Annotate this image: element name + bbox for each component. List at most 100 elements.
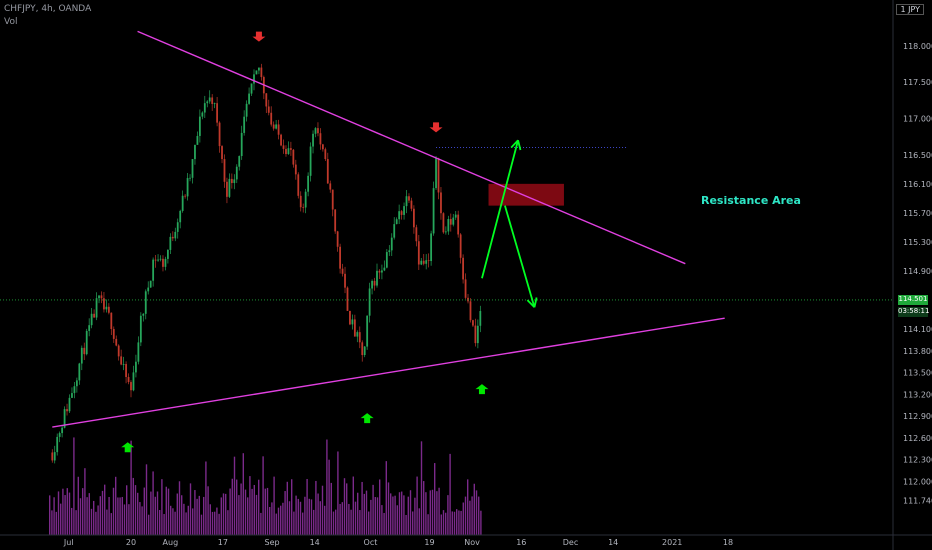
volume-bar — [77, 476, 79, 535]
candle-body — [181, 195, 184, 211]
volume-bar — [326, 439, 328, 535]
volume-bar — [255, 494, 258, 535]
candle-body — [309, 146, 312, 176]
candle-body — [125, 364, 127, 378]
candle-body — [393, 224, 396, 238]
candle-body — [184, 195, 187, 197]
volume-bar — [233, 456, 236, 535]
volume-bar — [275, 513, 277, 535]
volume-bar — [247, 497, 249, 535]
volume-bar — [53, 497, 55, 535]
price-tick-label: 113.200 — [903, 390, 932, 399]
volume-bar — [183, 503, 185, 535]
candle-body — [216, 103, 218, 123]
currency-badge[interactable]: 1 JPY — [896, 4, 924, 15]
volume-bar — [286, 481, 288, 535]
time-tick-label: 2021 — [662, 538, 682, 547]
volume-bar — [90, 508, 93, 535]
volume-bar — [150, 491, 152, 535]
volume-bar — [451, 511, 453, 535]
volume-bar — [445, 512, 447, 535]
volume-bar — [396, 505, 398, 535]
volume-bar — [139, 502, 141, 535]
projection-down-arrow-head — [533, 297, 538, 308]
volume-bar — [198, 495, 200, 535]
candle-body — [282, 145, 285, 149]
volume-bar — [394, 495, 396, 535]
candle-body — [80, 347, 83, 364]
volume-bar — [293, 511, 295, 535]
volume-bar — [368, 511, 370, 535]
volume-bar — [337, 451, 339, 535]
candle-body — [270, 112, 273, 125]
volume-bar — [154, 496, 156, 535]
volume-bar — [174, 511, 176, 535]
volume-bar — [161, 479, 163, 535]
candle-body — [321, 144, 324, 150]
volume-bar — [370, 499, 372, 535]
candle-body — [381, 270, 383, 273]
candle-body — [317, 128, 319, 134]
candle-body — [297, 174, 300, 196]
volume-bar — [346, 483, 348, 535]
volume-bar — [352, 476, 354, 535]
candle-body — [383, 267, 386, 271]
volume-bar — [51, 510, 53, 535]
countdown-label: 03:58:11 — [898, 306, 930, 317]
volume-bar — [110, 513, 112, 535]
volume-bar — [425, 492, 427, 535]
volume-bar — [440, 514, 442, 535]
candle-body — [265, 93, 268, 107]
volume-bar — [379, 479, 381, 535]
volume-bar — [220, 497, 222, 535]
volume-bar — [134, 485, 137, 535]
candle-body — [476, 325, 479, 344]
volume-bar — [381, 505, 383, 535]
volume-bar — [152, 471, 154, 535]
volume-bar — [115, 476, 117, 535]
volume-bar — [328, 459, 330, 535]
candle-body — [174, 231, 177, 239]
price-tick-label: 115.700 — [903, 209, 932, 218]
candle-body — [117, 345, 120, 357]
candle-body — [245, 103, 248, 117]
volume-bar — [330, 482, 332, 535]
resistance-trendline — [137, 30, 686, 265]
time-tick-label: Nov — [464, 538, 480, 547]
volume-bar — [244, 489, 247, 535]
up-arrow-icon — [121, 442, 135, 453]
candle-body — [201, 112, 204, 117]
volume-bar — [403, 495, 405, 535]
down-arrow-icon — [429, 122, 443, 133]
volume-bar — [416, 476, 418, 535]
volume-bar — [211, 511, 214, 535]
volume-bar — [218, 513, 220, 535]
candle-body — [464, 279, 467, 298]
volume-bar — [266, 487, 269, 535]
volume-bar — [200, 514, 203, 535]
volume-bar — [310, 499, 313, 535]
volume-bar — [207, 486, 209, 535]
candle-body — [403, 206, 405, 215]
candle-body — [58, 433, 61, 437]
candle-body — [358, 332, 361, 343]
volume-bar — [473, 483, 475, 535]
projection-down-arrow-head — [526, 299, 536, 308]
volume-bar — [132, 477, 134, 535]
volume-bar — [412, 511, 414, 535]
volume-bar — [383, 512, 385, 535]
volume-bar — [427, 514, 429, 535]
candle-body — [66, 409, 68, 412]
volume-bar — [119, 497, 121, 535]
up-arrow-icon — [360, 413, 374, 424]
volume-bar — [475, 490, 478, 535]
candle-body — [432, 188, 435, 234]
volume-bar — [306, 478, 308, 535]
candle-body — [152, 259, 155, 281]
candle-body — [415, 227, 418, 242]
volume-bar — [447, 495, 449, 535]
down-arrow-icon — [252, 31, 266, 42]
price-tick-label: 116.100 — [903, 180, 932, 189]
price-tick-label: 112.000 — [903, 478, 932, 487]
